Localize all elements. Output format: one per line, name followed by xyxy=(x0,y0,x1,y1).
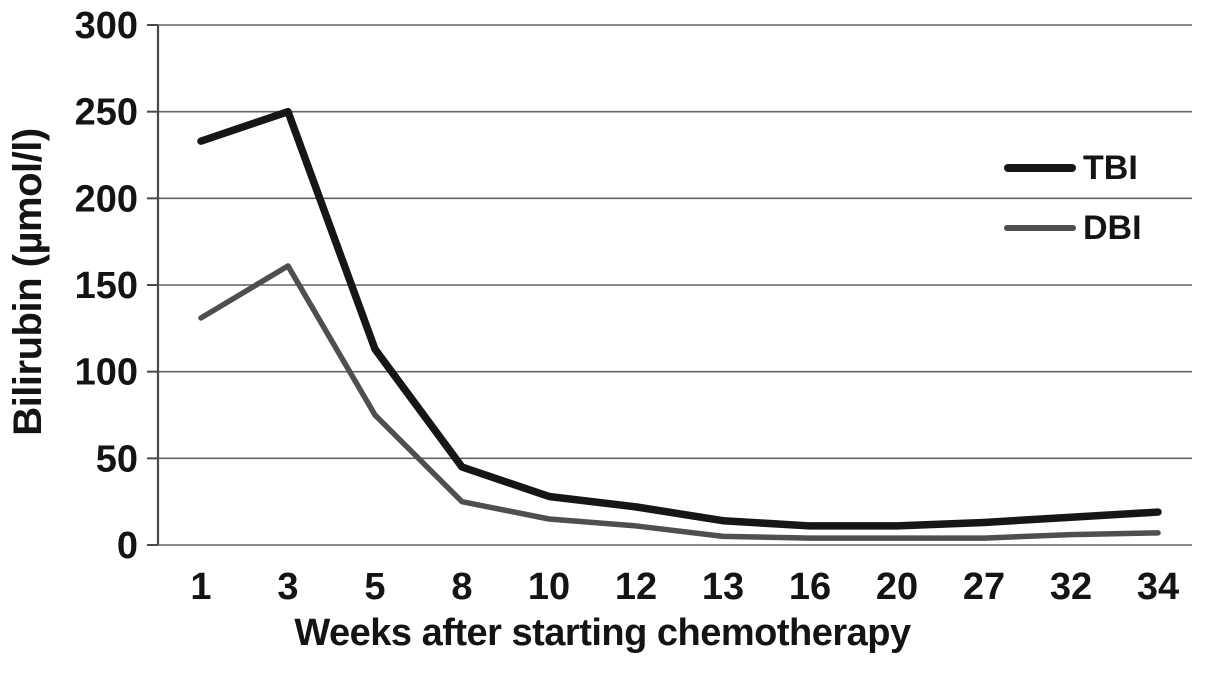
series-line-dbi xyxy=(198,263,1161,541)
y-tick-label: 100 xyxy=(75,352,138,394)
x-tick-label: 10 xyxy=(528,566,570,608)
y-tick-label: 50 xyxy=(96,438,138,480)
legend-item-tbi: TBI xyxy=(1004,148,1142,188)
y-tick-label: 250 xyxy=(75,92,138,134)
dbi-legend-label: DBI xyxy=(1083,209,1142,247)
x-tick-label: 27 xyxy=(963,566,1005,608)
tbi-legend-label: TBI xyxy=(1083,149,1138,187)
x-tick-label: 3 xyxy=(277,566,298,608)
y-axis-title: Bilirubin (µmol/l) xyxy=(6,128,50,436)
x-tick-label: 12 xyxy=(615,566,657,608)
x-tick-label: 1 xyxy=(190,566,211,608)
y-tick-label: 150 xyxy=(75,265,138,307)
x-tick-label: 5 xyxy=(364,566,385,608)
x-tick-label: 34 xyxy=(1137,566,1179,608)
x-tick-label: 13 xyxy=(702,566,744,608)
y-tick-label: 200 xyxy=(75,178,138,220)
x-tick-label: 20 xyxy=(876,566,918,608)
x-tick-label: 32 xyxy=(1050,566,1092,608)
x-tick-label: 16 xyxy=(789,566,831,608)
legend-item-dbi: DBI xyxy=(1004,208,1142,248)
x-axis-title: Weeks after starting chemotherapy xyxy=(294,612,911,654)
x-tick-label: 8 xyxy=(451,566,472,608)
series-line-tbi xyxy=(197,107,1162,530)
y-tick-label: 300 xyxy=(75,5,138,47)
legend: TBI DBI xyxy=(1004,148,1142,268)
y-tick-label: 0 xyxy=(117,525,138,567)
dbi-line-sample-icon xyxy=(1004,225,1076,231)
tbi-line-sample-icon xyxy=(1004,164,1076,172)
